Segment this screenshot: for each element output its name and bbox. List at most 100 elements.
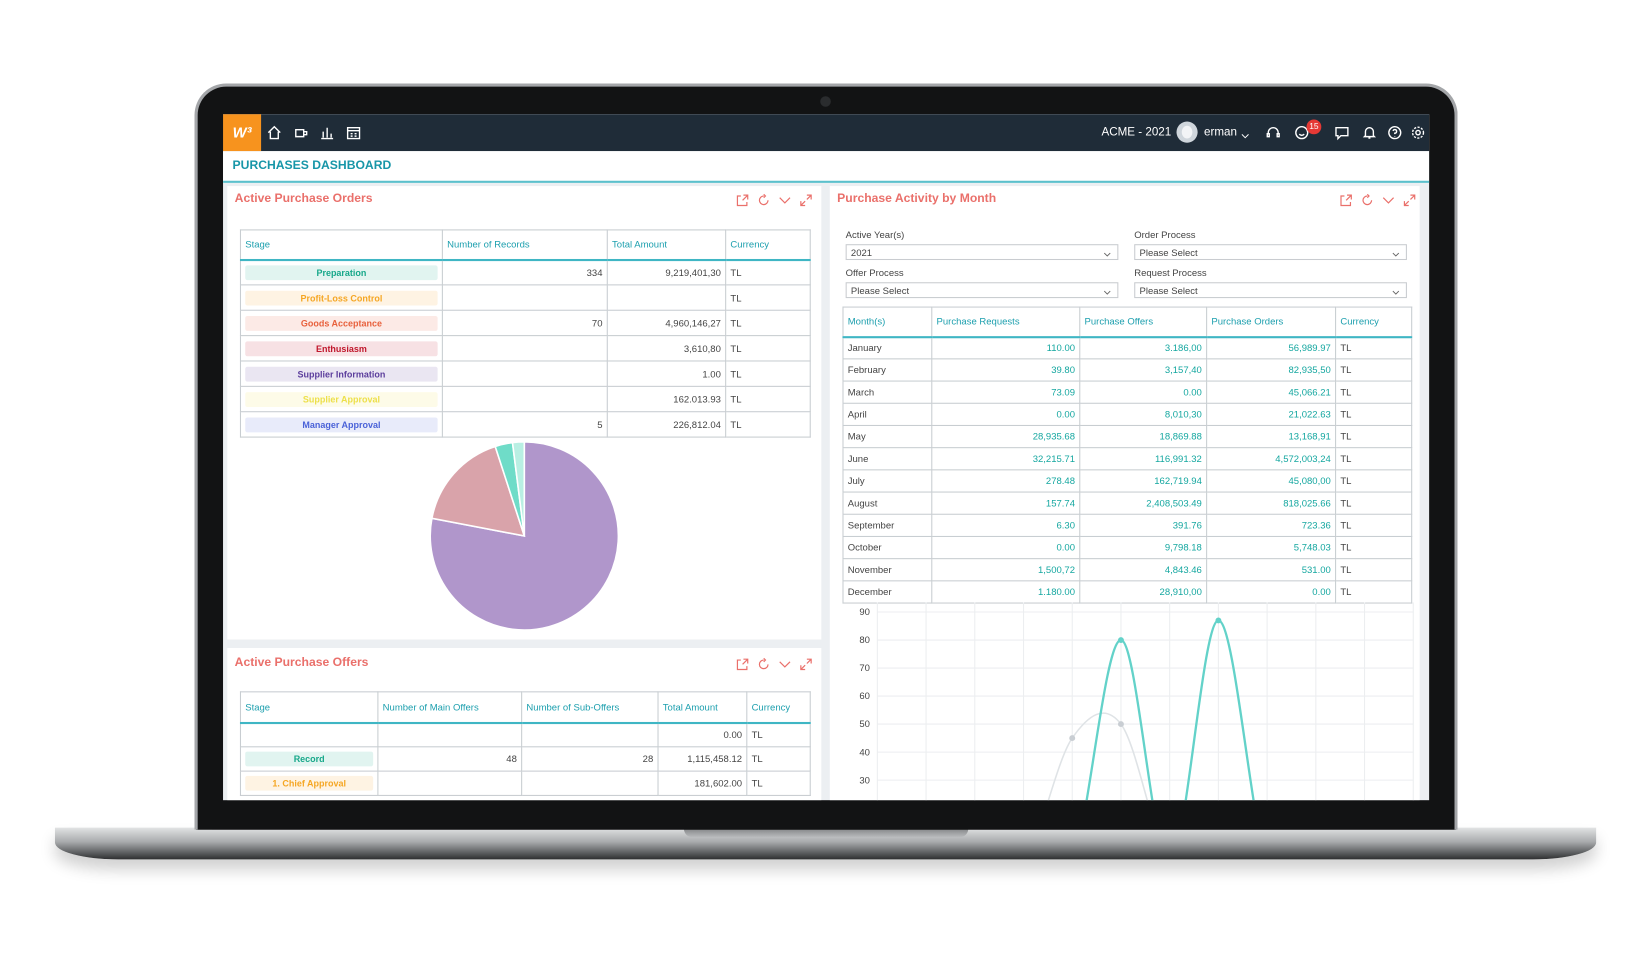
avatar[interactable] — [1176, 121, 1198, 143]
collapse-icon[interactable] — [778, 657, 792, 671]
bell-icon-glyph — [1362, 127, 1377, 139]
table-cell: 0.00 — [931, 402, 1081, 426]
notification-badge[interactable]: 15 — [1306, 119, 1322, 135]
report-icon[interactable] — [319, 125, 335, 141]
stage-badge: Record — [245, 751, 374, 767]
select-chevron[interactable] — [1103, 248, 1113, 258]
select-chevron[interactable] — [1391, 286, 1401, 296]
column-header[interactable]: Total Amount — [657, 691, 748, 724]
table-cell: TL — [746, 770, 811, 796]
expand-icon[interactable] — [1403, 193, 1417, 207]
filter-select[interactable]: 2021 — [845, 244, 1119, 261]
calendar-icon[interactable] — [346, 125, 362, 141]
stage-tint — [245, 775, 374, 791]
column-header[interactable]: Number of Sub-Offers — [521, 691, 659, 724]
export-icon-glyph — [736, 194, 749, 207]
title-bar: PURCHASES DASHBOARD — [223, 151, 1430, 183]
table-row: May 28,935.68 18,869.88 13,168,91 TL — [842, 424, 1413, 449]
table-cell: November — [842, 558, 933, 582]
table-cell: 116,991.32 — [1079, 447, 1208, 471]
column-header[interactable]: Currency — [746, 691, 811, 724]
table-row: 0.00 TL — [239, 721, 811, 748]
home-icon[interactable] — [266, 125, 282, 141]
table-cell: 0.00 — [657, 721, 748, 748]
refresh-icon[interactable] — [757, 193, 771, 207]
help-icon[interactable] — [1387, 125, 1403, 141]
table-cell: June — [842, 447, 933, 471]
filter-select[interactable]: Please Select — [1134, 282, 1407, 299]
company-name[interactable]: ACME - 2021 — [1101, 125, 1172, 139]
table-cell: 1.180.00 — [931, 580, 1081, 604]
support-icon[interactable] — [1265, 125, 1281, 141]
select-chevron[interactable] — [1103, 286, 1113, 296]
header-row: Stage Number of Main Offers Number of Sub-… — [239, 691, 811, 724]
stage-label: Manager Approval — [302, 419, 381, 430]
table-cell: TL — [725, 411, 811, 438]
column-header[interactable]: Purchase Requests — [931, 306, 1081, 338]
user-name[interactable]: erman — [1203, 125, 1237, 139]
filter-select[interactable]: Please Select — [845, 282, 1119, 299]
select-chevron-glyph — [1103, 252, 1111, 257]
refresh-icon[interactable] — [1360, 193, 1374, 207]
stage-cell: Goods Acceptance — [239, 309, 443, 337]
collapse-icon[interactable] — [778, 193, 792, 207]
feedback-icon[interactable] — [1294, 125, 1310, 141]
expand-icon[interactable] — [799, 657, 813, 671]
export-icon[interactable] — [1339, 193, 1353, 207]
table-cell: 5 — [441, 411, 608, 438]
bell-icon[interactable] — [1361, 125, 1377, 141]
select-chevron[interactable] — [1391, 248, 1401, 258]
y-tick-label: 30 — [859, 775, 870, 786]
support-icon-glyph — [1266, 127, 1280, 138]
stage-cell: Profit-Loss Control — [239, 284, 443, 311]
user-menu-chevron[interactable] — [1240, 128, 1251, 139]
filter-select[interactable]: Please Select — [1134, 244, 1407, 261]
export-icon[interactable] — [736, 193, 750, 207]
line-point — [1215, 617, 1222, 624]
table-cell: TL — [1335, 558, 1413, 582]
stage-cell: Supplier Approval — [239, 385, 443, 413]
stage-tint — [245, 391, 438, 407]
table-cell: 334 — [441, 258, 608, 286]
export-icon[interactable] — [736, 657, 750, 671]
expand-icon[interactable] — [799, 193, 813, 207]
table-cell: 4,843.46 — [1079, 558, 1208, 582]
panel-title: Active Purchase Orders — [234, 192, 373, 206]
logo-text: W³ — [232, 123, 252, 141]
table-cell: 0.00 — [1079, 380, 1208, 404]
stage-label: 1. Chief Approval — [272, 777, 346, 789]
logo[interactable]: W³ — [223, 114, 262, 152]
line-point — [1117, 721, 1124, 728]
column-header[interactable]: Total Amount — [606, 229, 727, 261]
column-header[interactable]: Stage — [239, 229, 443, 261]
table-cell: TL — [746, 721, 811, 748]
column-header[interactable]: Purchase Offers — [1079, 306, 1208, 338]
settings-icon[interactable] — [1410, 125, 1426, 141]
refresh-icon[interactable] — [757, 657, 771, 671]
y-tick-label: 90 — [859, 607, 870, 618]
select-chevron-glyph — [1392, 290, 1400, 295]
pie-slice — [430, 445, 526, 537]
column-header[interactable]: Stage — [239, 691, 379, 724]
cup-icon[interactable] — [293, 125, 309, 141]
column-header[interactable]: Number of Records — [441, 229, 608, 261]
column-header[interactable]: Purchase Orders — [1206, 306, 1337, 338]
chat-icon-glyph — [1335, 127, 1349, 141]
column-header[interactable]: Month(s) — [842, 306, 933, 338]
table-row: October 0.00 9,798.18 5,748.03 TL — [842, 535, 1413, 560]
table-cell: TL — [1335, 580, 1413, 604]
column-header[interactable]: Currency — [725, 229, 811, 261]
collapse-icon[interactable] — [1382, 193, 1396, 207]
table-row: August 157.74 2,408,503.49 818,025.66 TL — [842, 491, 1413, 515]
table-cell: October — [842, 535, 933, 560]
table-cell: 8,010,30 — [1079, 402, 1208, 426]
stage-cell: Supplier Information — [239, 360, 443, 387]
camera — [820, 96, 831, 107]
column-header[interactable]: Number of Main Offers — [377, 691, 523, 724]
stage-badge: Preparation — [245, 265, 438, 280]
chat-icon[interactable] — [1334, 125, 1350, 141]
header-row: Month(s) Purchase Requests Purchase Offers… — [842, 306, 1413, 338]
stage-label: Supplier Approval — [302, 393, 380, 405]
column-header[interactable]: Currency — [1335, 306, 1413, 338]
